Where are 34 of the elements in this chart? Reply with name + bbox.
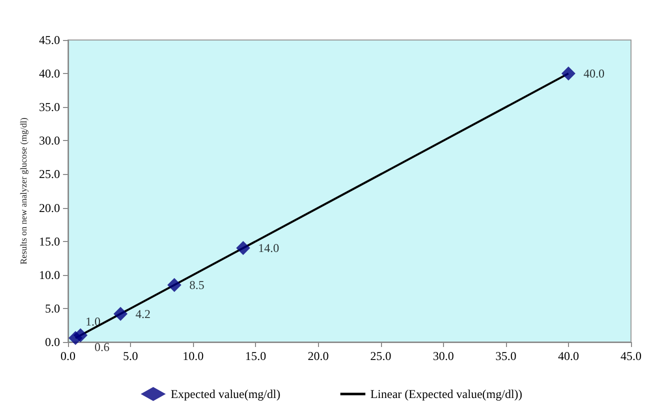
point	[114, 306, 128, 321]
y-tick-label: 40.0	[39, 66, 60, 81]
y-axis-title: Results on new analyzer glucose (mg/dl)	[18, 118, 28, 264]
x-tick-label: 40.0	[558, 349, 579, 363]
point	[561, 66, 576, 81]
x-tick-label: 35.0	[495, 349, 516, 363]
x-tick-label: 5.0	[123, 349, 138, 363]
data-label: 14.0	[258, 241, 280, 256]
y-tick-label: 15.0	[39, 234, 60, 248]
y-tick-label: 30.0	[39, 134, 60, 148]
legend-label: Linear (Expected value(mg/dl))	[370, 387, 522, 401]
x-tick-label: 20.0	[308, 349, 329, 363]
y-tick-label: 20.0	[39, 200, 60, 215]
y-tick-label: 45.0	[39, 33, 60, 47]
data-label: 0.6	[94, 340, 110, 354]
y-tick-label: 5.0	[45, 301, 60, 316]
y-tick-label: 35.0	[39, 100, 60, 114]
x-tick-label: 45.0	[620, 349, 642, 363]
point	[236, 241, 250, 256]
y-tick-label: 10.0	[39, 268, 60, 282]
data-label: 8.5	[189, 278, 204, 292]
point	[167, 278, 182, 292]
data-label: 1.0	[86, 314, 101, 328]
x-tick-label: 10.0	[182, 349, 204, 363]
y-tick-label: 0.0	[45, 335, 60, 349]
data-label: 40.0	[583, 66, 604, 81]
point	[74, 328, 88, 342]
x-tick-label: 25.0	[370, 349, 392, 363]
y-tick-label: 25.0	[39, 167, 60, 182]
x-tick-label: 15.0	[245, 349, 266, 363]
x-tick-label: 30.0	[432, 349, 454, 363]
x-tick-label: 0.0	[60, 349, 76, 363]
data-label: 4.2	[136, 306, 151, 321]
legend-label: Expected value(mg/dl)	[170, 387, 280, 401]
